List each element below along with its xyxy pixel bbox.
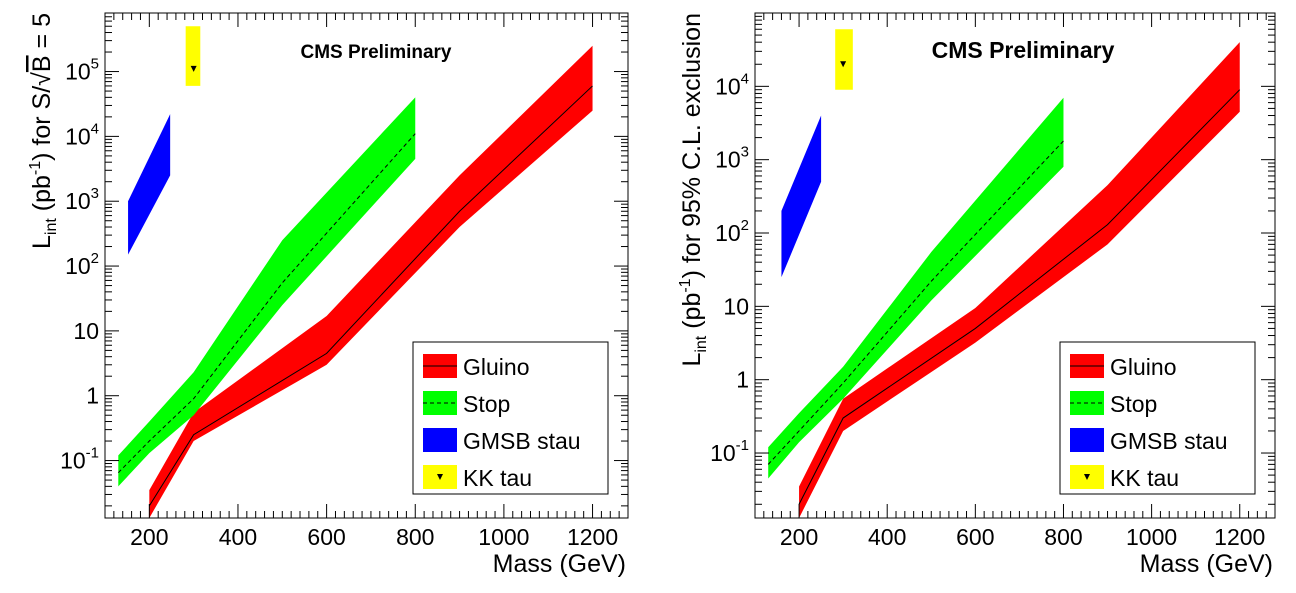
marker-kk-tau: [840, 61, 847, 68]
plot-area: [767, 29, 1241, 518]
band-gluino: [799, 42, 1240, 518]
legend-swatch-gmsb-stau: [423, 428, 457, 452]
x-tick-label: 1200: [567, 524, 618, 550]
x-tick-label: 200: [780, 524, 818, 550]
x-tick-label: 600: [307, 524, 345, 550]
y-tick-label: 10: [723, 293, 749, 319]
legend-label-gluino: Gluino: [463, 354, 529, 380]
band-gmsb-stau: [128, 114, 171, 255]
line-stop: [767, 140, 1064, 465]
cms-preliminary-label: CMS Preliminary: [932, 37, 1115, 63]
chart-panel-1: 200 400 600 800 1000 1200 10-1 1 10 102 103 104 105 M…: [27, 12, 629, 578]
band-kk-tau: [185, 26, 201, 86]
plot-area: [117, 26, 593, 518]
y-axis-title: Lint (pb-1) for 95% C.L. exclusion: [677, 13, 710, 367]
x-axis-title: Mass (GeV): [1140, 550, 1273, 578]
legend: Gluino Stop GMSB stau KK tau: [1059, 341, 1256, 495]
x-tick-label: 800: [1044, 524, 1082, 550]
legend-label-kk-tau: KK tau: [1110, 465, 1179, 491]
y-tick-label: 10-1: [710, 437, 749, 466]
legend-label-gmsb-stau: GMSB stau: [463, 428, 581, 454]
y-axis-title: Lint (pb-1) for S/√B = 5: [27, 13, 60, 249]
y-tick-label: 104: [715, 70, 749, 99]
plot-frame: [104, 12, 629, 519]
legend-marker-kk-tau: [437, 474, 443, 480]
legend-label-kk-tau: KK tau: [463, 465, 532, 491]
y-tick-label: 104: [65, 120, 99, 149]
legend-label-stop: Stop: [463, 391, 510, 417]
plot-frame: [754, 12, 1276, 519]
x-axis-title: Mass (GeV): [493, 550, 626, 578]
y-tick-label: 102: [65, 250, 99, 279]
x-tick-label: 400: [868, 524, 906, 550]
line-gluino: [798, 89, 1241, 505]
legend-label-stop: Stop: [1110, 391, 1157, 417]
band-stop: [768, 97, 1064, 479]
legend-swatch-gmsb-stau: [1070, 428, 1104, 452]
x-tick-label: 1000: [1126, 524, 1177, 550]
y-tick-label: 10: [73, 318, 99, 344]
y-tick-label: 1: [736, 367, 749, 393]
chart-panel-2: 200 400 600 800 1000 1200 10-1 1 10 102 103 104 Mass…: [677, 12, 1276, 578]
y-tick-label: 10-1: [60, 445, 99, 474]
legend-marker-kk-tau: [1084, 474, 1090, 480]
legend-label-gluino: Gluino: [1110, 354, 1176, 380]
x-tick-label: 1000: [478, 524, 529, 550]
band-kk-tau: [835, 29, 853, 90]
y-tick-label: 1: [86, 383, 99, 409]
band-gluino: [149, 45, 593, 518]
cms-preliminary-label: CMS Preliminary: [301, 42, 452, 63]
y-tick-label: 103: [715, 144, 749, 173]
legend: Gluino Stop GMSB stau KK tau: [412, 341, 609, 495]
x-tick-label: 1200: [1214, 524, 1265, 550]
legend-label-gmsb-stau: GMSB stau: [1110, 428, 1228, 454]
marker-kk-tau: [190, 65, 197, 72]
y-tick-label: 103: [65, 185, 99, 214]
line-stop: [117, 133, 416, 474]
y-tick-label: 102: [715, 217, 749, 246]
band-stop: [118, 97, 416, 487]
x-tick-label: 200: [130, 524, 168, 550]
x-tick-label: 400: [219, 524, 257, 550]
x-tick-label: 800: [396, 524, 434, 550]
band-gmsb-stau: [781, 115, 822, 278]
y-tick-label: 105: [65, 56, 99, 85]
line-gluino: [148, 85, 593, 507]
x-tick-label: 600: [956, 524, 994, 550]
